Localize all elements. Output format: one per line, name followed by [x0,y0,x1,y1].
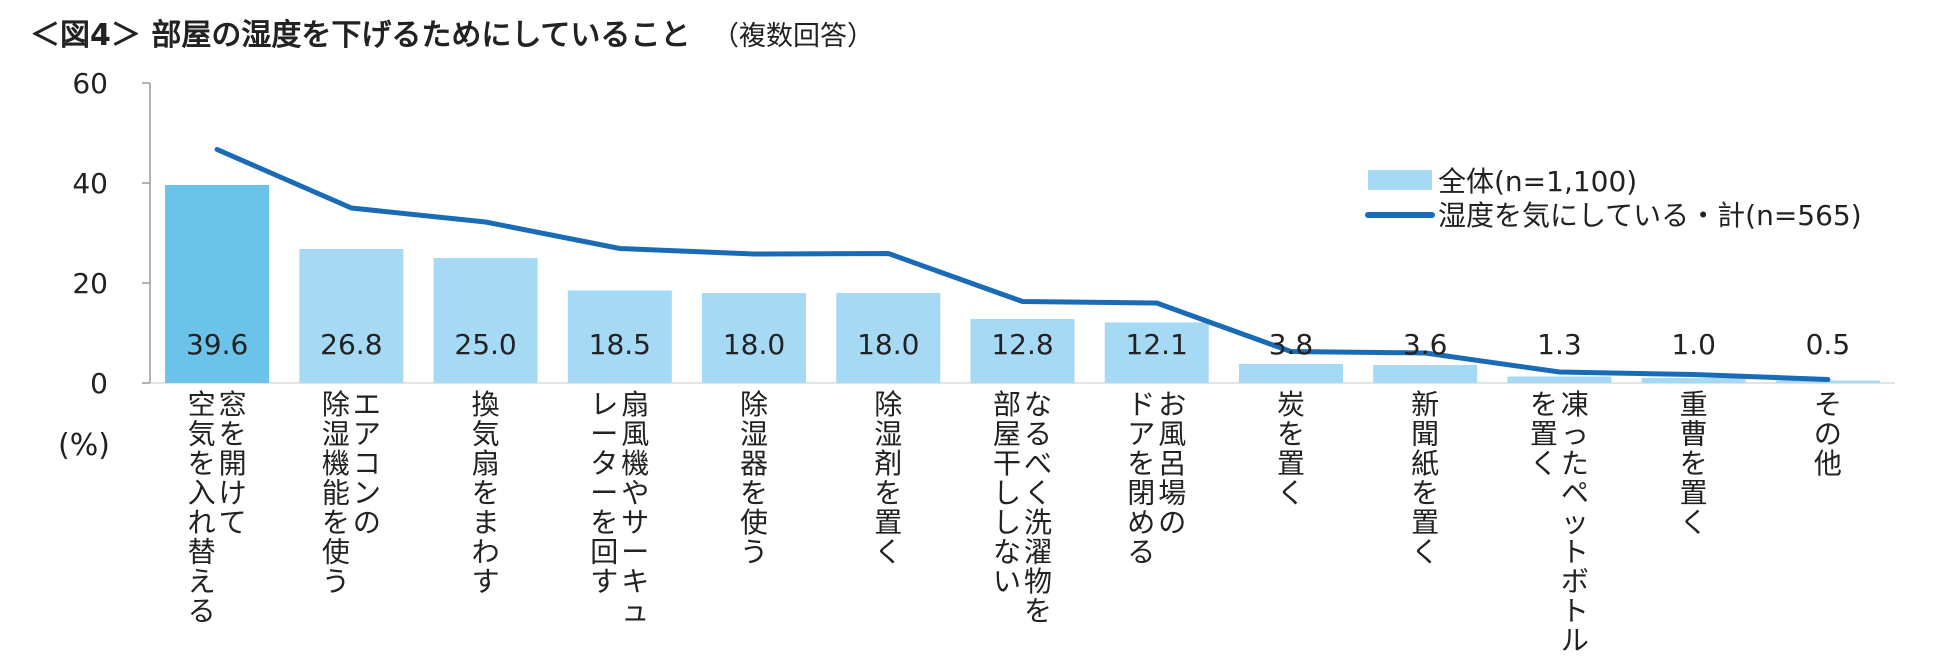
svg-text:を置く: を置く [1530,388,1558,480]
bar [1238,364,1343,383]
data-label: 3.8 [1269,328,1314,361]
data-label: 26.8 [320,328,382,361]
legend-bar-swatch [1368,170,1432,190]
category-label: 新聞紙を置く [1411,388,1439,569]
data-label: 3.6 [1403,328,1448,361]
data-label: 18.0 [857,328,919,361]
bar [970,319,1075,383]
y-tick-label: 20 [72,267,108,300]
chart-title: ＜図4＞ 部屋の湿度を下げるためにしていること [30,18,690,53]
legend: 全体(n=1,100) 湿度を気にしている・計(n=565) [1365,165,1862,232]
bar [299,249,404,383]
svg-text:エアコンの: エアコンの [353,388,381,539]
svg-text:除湿剤を置く: 除湿剤を置く [874,388,902,569]
y-tick-label: 60 [72,67,108,100]
bar [567,290,672,383]
bar [165,185,270,383]
data-label: 18.0 [723,328,785,361]
data-label: 39.6 [186,328,248,361]
svg-text:お風呂場の: お風呂場の [1158,388,1186,539]
y-unit-label: (%) [58,428,110,463]
y-tick-label: 0 [90,367,108,400]
category-label: 重曹を置く [1680,388,1708,539]
data-labels: 39.6 26.8 25.0 18.5 18.0 18.0 12.8 12.1 3.8 3.6 1.… [186,328,1850,361]
line-series [214,147,1831,382]
bar [1507,376,1612,383]
svg-text:凍ったペットボトル: 凍ったペットボトル [1561,388,1589,657]
bar [433,258,538,383]
category-label: 除湿器を使う [740,388,768,569]
data-label: 18.5 [589,328,651,361]
svg-text:新聞紙を置く: 新聞紙を置く [1411,388,1439,569]
chart-subtitle: （複数回答） [712,21,874,52]
svg-text:重曹を置く: 重曹を置く [1680,388,1708,539]
data-label: 1.3 [1537,328,1582,361]
legend-line-label: 湿度を気にしている・計(n=565) [1438,199,1862,232]
bar [1641,378,1746,383]
svg-text:窓を開けて: 窓を開けて [219,388,247,539]
series-line [214,147,1831,382]
svg-text:換気扇をまわす: 換気扇をまわす [472,388,500,598]
data-label: 1.0 [1671,328,1716,361]
svg-text:その他: その他 [1814,388,1842,480]
category-label: その他 [1814,388,1842,480]
svg-text:空気を入れ替える: 空気を入れ替える [188,388,216,628]
category-label: 換気扇をまわす [472,388,500,598]
svg-text:除湿機能を使う: 除湿機能を使う [322,388,350,598]
data-label: 12.1 [1126,328,1188,361]
bar [702,293,807,383]
bar-series [165,185,1880,383]
data-label: 25.0 [454,328,516,361]
svg-text:扇風機やサーキュ: 扇風機やサーキュ [621,388,649,628]
bar [836,293,941,383]
y-tick-label: 40 [72,167,108,200]
category-label: 炭を置く [1277,388,1305,510]
svg-text:除湿器を使う: 除湿器を使う [740,388,768,569]
bar [1104,322,1209,383]
svg-text:レーターを回す: レーターを回す [590,388,618,598]
svg-text:部屋干ししない: 部屋干ししない [993,388,1021,598]
legend-bar-label: 全体(n=1,100) [1438,165,1637,198]
svg-text:ドアを閉める: ドアを閉める [1127,388,1155,569]
svg-text:なるべく洗濯物を: なるべく洗濯物を [1024,388,1052,628]
data-label: 12.8 [991,328,1053,361]
data-label: 0.5 [1806,328,1851,361]
svg-text:炭を置く: 炭を置く [1277,388,1305,510]
bar [1373,365,1478,383]
category-label: 除湿剤を置く [874,388,902,569]
